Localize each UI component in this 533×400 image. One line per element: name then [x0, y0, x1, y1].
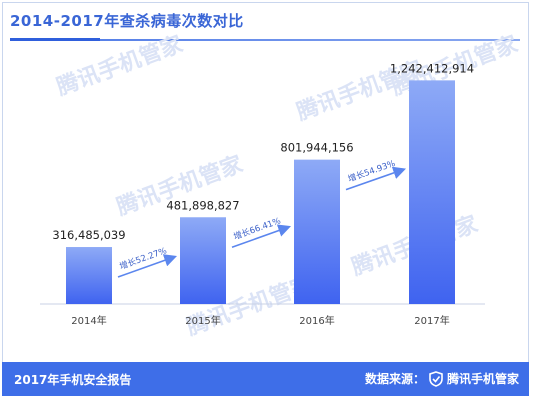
bar-chart: 腾讯手机管家腾讯手机管家腾讯手机管家腾讯手机管家腾讯手机管家腾讯手机管家 316…: [40, 31, 522, 341]
shield-icon: [429, 370, 443, 387]
bar-value-label: 1,242,412,914: [390, 61, 474, 75]
title-underline: [10, 39, 520, 41]
footer-source-brand: 腾讯手机管家: [446, 372, 519, 386]
growth-arrow: [345, 166, 407, 191]
footer-bar: 2017年手机安全报告 数据来源： 腾讯手机管家: [2, 362, 529, 396]
chart-title: 2014-2017年查杀病毒次数对比: [10, 12, 244, 30]
footer-source-label: 数据来源：: [364, 372, 425, 386]
bar-value-label: 481,898,827: [166, 198, 239, 212]
bar-value-label: 316,485,039: [52, 228, 125, 242]
watermark: 腾讯手机管家: [53, 31, 187, 101]
footer-source: 数据来源： 腾讯手机管家: [365, 370, 519, 387]
bar-2015年: [180, 217, 226, 304]
bar-2014年: [66, 247, 112, 304]
footer-report-title: 2017年手机安全报告: [14, 373, 132, 387]
title-underline-accent: [10, 38, 100, 41]
watermark-text: 腾讯手机管家: [53, 31, 187, 101]
bar-2016年: [294, 159, 340, 304]
bar-value-label: 801,944,156: [280, 141, 353, 155]
growth-arrow: [231, 224, 292, 249]
bar-2017年: [409, 80, 455, 304]
x-tick-label: 2016年: [299, 314, 334, 327]
growth-arrow: [117, 254, 178, 278]
x-tick-label: 2015年: [185, 314, 220, 327]
x-tick-label: 2017年: [414, 314, 449, 327]
x-tick-label: 2014年: [71, 314, 106, 327]
